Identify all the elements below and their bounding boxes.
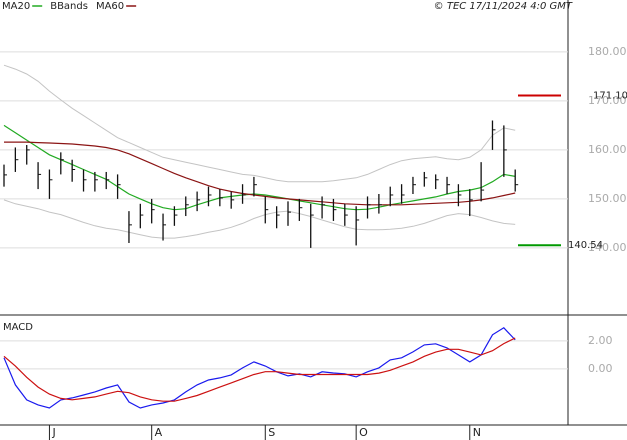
y-tick-label: 180.00: [588, 45, 627, 58]
band-line: [3, 199, 516, 239]
x-tick-label: O: [359, 426, 368, 439]
x-tick-label: S: [268, 426, 275, 439]
legend-label: BBands: [50, 1, 88, 12]
y-tick-label: 2.00: [588, 334, 613, 347]
ma-line: [4, 141, 516, 206]
x-tick-label: A: [155, 426, 163, 439]
y-tick-label: 150.00: [588, 192, 627, 205]
y-tick-label: 170.00: [588, 94, 627, 107]
credit: © TEC 17/11/2024 4:0 GMT: [434, 1, 573, 12]
macd-line: [3, 337, 516, 402]
legend-label: MA60: [96, 1, 124, 12]
y-tick-label: 140.00: [588, 241, 627, 254]
y-tick-label: 0.00: [588, 362, 613, 375]
x-tick-label: J: [51, 426, 55, 439]
x-tick-label: N: [473, 426, 481, 439]
macd-line: [3, 327, 516, 409]
ma-line: [3, 124, 516, 211]
level-label: 171.10: [593, 91, 627, 102]
level-label: 140.54: [568, 240, 603, 251]
y-tick-label: 160.00: [588, 143, 627, 156]
macd-title: MACD: [3, 322, 33, 333]
legend-label: MA20: [2, 1, 30, 12]
band-line: [3, 64, 516, 183]
